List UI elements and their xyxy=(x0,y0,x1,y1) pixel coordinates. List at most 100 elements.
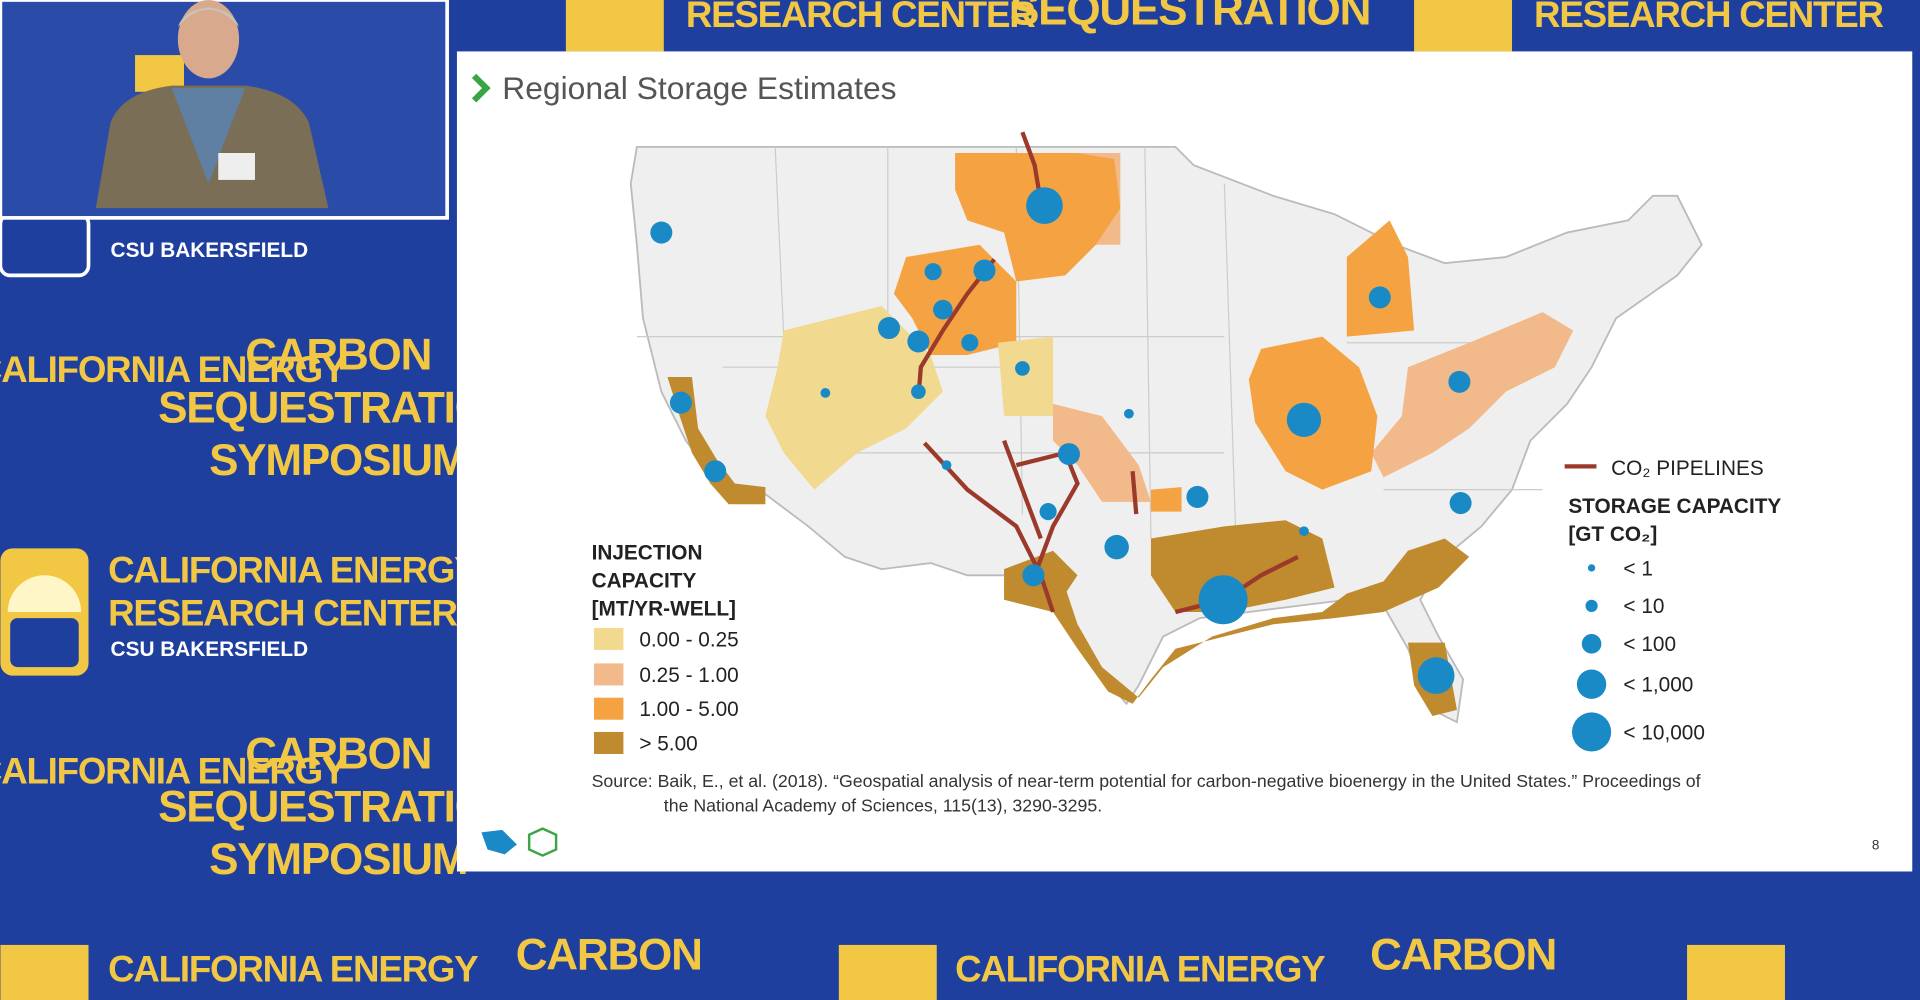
backdrop-logo-part xyxy=(838,944,937,1000)
us-map-part xyxy=(1150,520,1335,612)
pipeline-part xyxy=(916,258,996,398)
storage-site-part xyxy=(1015,361,1030,376)
storage-site-part xyxy=(973,259,996,282)
backdrop-logo-part xyxy=(0,212,91,278)
pipeline-part xyxy=(1015,450,1080,577)
injection-legend: INJECTION CAPACITY [MT/YR-WELL] 0.00 - 0… xyxy=(592,541,739,755)
storage-legend-part-part xyxy=(1585,599,1598,612)
storage-site-part xyxy=(820,388,831,398)
storage-legend-part: < 10,000 xyxy=(1623,721,1705,744)
backdrop-text-part: SYMPOSIUM xyxy=(209,835,467,884)
storage-legend-part: < 1,000 xyxy=(1623,674,1693,697)
webcam-inset-part xyxy=(171,88,246,184)
storage-site-part xyxy=(1124,408,1134,419)
webcam-inset-part xyxy=(218,152,255,180)
us-map-part xyxy=(765,305,943,490)
backdrop-text-part: CARBON xyxy=(245,730,431,779)
backdrop-text-part: CALIFORNIA ENERGY xyxy=(108,550,478,591)
storage-site-part xyxy=(669,391,692,414)
storage-site xyxy=(650,187,1472,695)
storage-legend-part: STORAGE CAPACITY xyxy=(1568,495,1781,518)
us-map-part xyxy=(667,376,766,505)
storage-site-part xyxy=(911,384,926,400)
storage-site-part xyxy=(1417,657,1455,695)
storage-legend-part: < 1 xyxy=(1623,557,1653,580)
storage-legend: STORAGE CAPACITY [GT CO₂] < 1 < 10 < 100… xyxy=(1568,495,1781,752)
us-map-part xyxy=(997,336,1054,417)
injection-legend-part: 1.00 - 5.00 xyxy=(639,698,738,721)
us-map-part xyxy=(1150,487,1182,512)
footer-logos xyxy=(481,827,558,857)
storage-site-part xyxy=(1057,443,1080,466)
storage-site-part xyxy=(1448,370,1471,393)
backdrop-text-part: CSU BAKERSFIELD xyxy=(111,638,309,661)
storage-site-part xyxy=(941,460,952,471)
storage-legend-part-part xyxy=(1576,669,1607,699)
injection-legend-part: CAPACITY xyxy=(592,570,697,593)
backdrop-text-part: CALIFORNIA ENERGY xyxy=(108,949,478,990)
storage-legend-part-part xyxy=(1581,634,1602,654)
backdrop-logo-part xyxy=(0,944,89,1000)
injection-legend-part: 0.25 - 1.00 xyxy=(639,664,738,687)
backdrop-text-part: CARBON xyxy=(245,331,431,380)
storage-site-part xyxy=(1022,564,1045,587)
backdrop-text-part: CALIFORNIA ENERGY xyxy=(0,750,346,791)
storage-site-part xyxy=(704,460,727,483)
injection-legend-part xyxy=(594,627,624,650)
storage-site-part xyxy=(1186,485,1209,508)
backdrop-text-part: CARBON xyxy=(1370,930,1556,979)
storage-site-part xyxy=(907,330,930,353)
storage-legend-part: [GT CO₂] xyxy=(1568,523,1657,546)
us-map-part xyxy=(1371,312,1574,478)
storage-site-part xyxy=(1039,503,1057,521)
pipeline-legend: CO₂ PIPELINES xyxy=(1564,457,1764,480)
backdrop-logo-part xyxy=(565,0,664,52)
storage-legend-part-part xyxy=(1587,564,1596,572)
backdrop-text-part: SEQUESTRATION xyxy=(1010,0,1370,34)
backdrop-text-part: SYMPOSIUM xyxy=(209,436,467,485)
storage-site-part xyxy=(1198,575,1248,625)
backdrop-text-part: CARBON xyxy=(516,930,702,979)
pipeline-part xyxy=(1002,439,1043,540)
injection-legend-part xyxy=(594,731,624,754)
backdrop-text-part: RESEARCH CENTER xyxy=(1534,0,1883,35)
storage-site-part xyxy=(877,317,901,340)
page-number: 8 xyxy=(1872,837,1879,852)
storage-site-part xyxy=(650,221,673,244)
us-map xyxy=(629,145,1703,724)
storage-legend-part: < 100 xyxy=(1623,633,1676,656)
pipeline-part xyxy=(1130,471,1139,515)
injection-legend-part xyxy=(594,697,624,720)
us-map-part xyxy=(1053,403,1151,502)
storage-legend-part: < 10 xyxy=(1623,595,1664,618)
us-map-part xyxy=(1034,538,1470,704)
webcam-inset-part xyxy=(177,7,240,27)
backdrop-text-part: RESEARCH CENTER xyxy=(686,0,1035,35)
storage-site-part xyxy=(924,263,942,281)
injection-legend-part: [MT/YR-WELL] xyxy=(592,598,736,621)
slide-title: Regional Storage Estimates xyxy=(502,70,896,106)
backdrop-logo-part xyxy=(10,618,79,668)
webcam-inset-part xyxy=(177,0,240,79)
source-text: Source: Baik, E., et al. (2018). “Geospa… xyxy=(592,771,1701,791)
storage-site-part xyxy=(1299,526,1309,537)
footer-logos-part xyxy=(481,829,517,855)
backdrop-logo-part xyxy=(1687,944,1785,1000)
source-text: the National Academy of Sciences, 115(13… xyxy=(664,796,1102,816)
storage-site-part xyxy=(1104,534,1129,560)
storage-site-part xyxy=(1368,286,1391,309)
storage-site-part xyxy=(961,334,979,352)
backdrop-logo-part xyxy=(1414,0,1513,52)
storage-site-part xyxy=(1026,187,1063,224)
footer-logos-part xyxy=(527,827,558,857)
backdrop-text-part: RESEARCH CENTER xyxy=(108,592,457,633)
injection-legend-part: 0.00 - 0.25 xyxy=(639,628,738,651)
injection-legend-part xyxy=(594,663,624,686)
storage-site-part xyxy=(1286,402,1322,437)
backdrop-text-part: CALIFORNIA ENERGY xyxy=(955,949,1325,990)
pipeline-legend-part: CO₂ PIPELINES xyxy=(1611,457,1764,480)
title-chevron xyxy=(471,73,491,103)
